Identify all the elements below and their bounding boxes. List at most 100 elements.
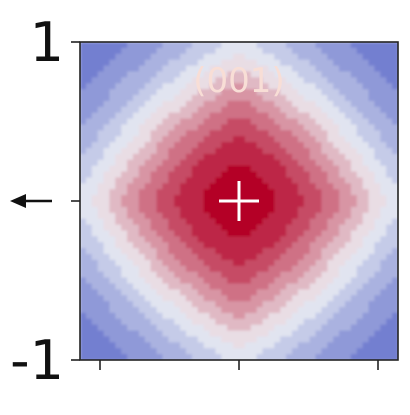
heatmap-cell <box>392 248 398 255</box>
heatmap-cell <box>197 95 205 102</box>
heatmap-cell <box>280 77 287 85</box>
heatmap-cell <box>209 153 217 161</box>
heatmap-cell <box>362 259 370 267</box>
heatmap-cell <box>262 106 270 114</box>
heatmap-cell <box>186 271 193 279</box>
heatmap-cell <box>109 289 117 297</box>
heatmap-cell <box>368 312 376 320</box>
heatmap-cell <box>309 189 317 196</box>
heatmap-cell <box>109 218 117 226</box>
heatmap-cell <box>392 124 398 132</box>
heatmap-cell <box>368 224 376 232</box>
heatmap-cell <box>186 53 193 61</box>
heatmap-cell <box>345 318 352 326</box>
heatmap-cell <box>168 153 176 161</box>
heatmap-cell <box>227 330 234 338</box>
heatmap-cell <box>321 212 329 220</box>
heatmap-cell <box>121 59 128 67</box>
heatmap-cell <box>133 177 140 185</box>
heatmap-cell <box>297 59 305 67</box>
heatmap-cell <box>345 307 352 314</box>
heatmap-cell <box>356 230 364 238</box>
heatmap-cell <box>321 83 329 90</box>
heatmap-cell <box>109 354 117 360</box>
heatmap-cell <box>297 277 305 285</box>
heatmap-cell <box>227 112 234 120</box>
heatmap-cell <box>180 148 187 155</box>
heatmap-cell <box>280 136 287 143</box>
heatmap-cell <box>339 324 346 332</box>
heatmap-cell <box>91 242 99 249</box>
heatmap-cell <box>339 248 346 255</box>
heatmap-cell <box>168 201 176 208</box>
heatmap-cell <box>374 59 382 67</box>
heatmap-cell <box>386 195 393 202</box>
heatmap-cell <box>356 295 364 302</box>
heatmap-cell <box>215 71 223 79</box>
heatmap-cell <box>244 171 252 179</box>
heatmap-cell <box>191 148 199 155</box>
heatmap-cell <box>85 42 93 49</box>
heatmap-cell <box>209 171 217 179</box>
heatmap-cell <box>345 171 352 179</box>
heatmap-cell <box>191 195 199 202</box>
heatmap-cell <box>127 83 134 90</box>
heatmap-cell <box>339 142 346 149</box>
heatmap-cell <box>315 71 323 79</box>
heatmap-cell <box>256 159 264 167</box>
heatmap-cell <box>174 183 181 191</box>
heatmap-cell <box>315 218 323 226</box>
heatmap-cell <box>115 177 123 185</box>
heatmap-cell <box>368 136 376 143</box>
heatmap-cell <box>374 159 382 167</box>
heatmap-cell <box>103 59 111 67</box>
heatmap-cell <box>168 106 176 114</box>
heatmap-cell <box>333 230 340 238</box>
heatmap-cell <box>292 195 299 202</box>
heatmap-cell <box>85 242 93 249</box>
heatmap-cell <box>103 289 111 297</box>
heatmap-cell <box>121 318 128 326</box>
y-axis-ticks: 1-1 <box>10 11 80 392</box>
heatmap-cell <box>380 330 388 338</box>
heatmap-cell <box>268 59 276 67</box>
heatmap-cell <box>239 265 246 273</box>
heatmap-cell <box>209 230 217 238</box>
heatmap-cell <box>186 348 193 355</box>
heatmap-cell <box>292 248 299 255</box>
heatmap-cell <box>156 130 164 138</box>
heatmap-cell <box>292 142 299 149</box>
heatmap-cell <box>292 165 299 173</box>
heatmap-cell <box>197 289 205 297</box>
heatmap-cell <box>262 324 270 332</box>
heatmap-cell <box>315 265 323 273</box>
heatmap-cell <box>121 71 128 79</box>
heatmap-cell <box>91 312 99 320</box>
heatmap-cell <box>150 265 158 273</box>
heatmap-cell <box>386 124 393 132</box>
heatmap-cell <box>380 100 388 108</box>
heatmap-cell <box>292 312 299 320</box>
heatmap-cell <box>127 324 134 332</box>
heatmap-cell <box>345 95 352 102</box>
heatmap-cell <box>85 259 93 267</box>
heatmap-cell <box>368 153 376 161</box>
heatmap-cell <box>233 53 240 61</box>
heatmap-cell <box>321 301 329 308</box>
heatmap-cell <box>144 301 152 308</box>
heatmap-cell <box>144 124 152 132</box>
heatmap-cell <box>144 142 152 149</box>
heatmap-cell <box>80 312 87 320</box>
heatmap-cell <box>327 177 335 185</box>
heatmap-cell <box>156 53 164 61</box>
heatmap-cell <box>168 165 176 173</box>
heatmap-cell <box>109 112 117 120</box>
heatmap-cell <box>374 100 382 108</box>
heatmap-cell <box>250 330 258 338</box>
heatmap-cell <box>133 324 140 332</box>
heatmap-cell <box>91 177 99 185</box>
heatmap-cell <box>286 283 293 291</box>
heatmap-cell <box>221 189 229 196</box>
heatmap-cell <box>256 171 264 179</box>
heatmap-cell <box>345 283 352 291</box>
